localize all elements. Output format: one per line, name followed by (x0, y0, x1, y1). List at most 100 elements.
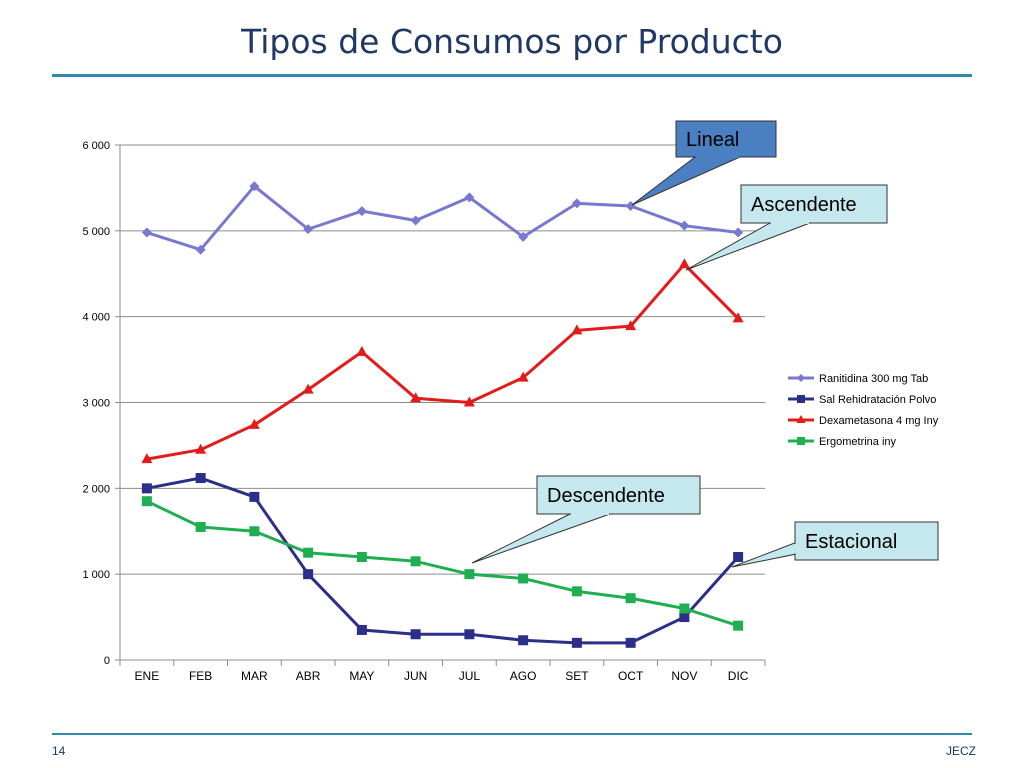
callout-label: Estacional (805, 531, 897, 553)
data-point-square (679, 612, 690, 623)
y-tick-label: 6 000 (82, 140, 110, 152)
data-point-square (303, 547, 314, 558)
data-point-square (679, 603, 690, 614)
series-lines (141, 181, 744, 648)
data-point-square (625, 637, 636, 648)
data-point-diamond (679, 220, 690, 231)
data-point-square (141, 496, 152, 507)
data-point-square (464, 569, 475, 580)
data-point-square (141, 483, 152, 494)
x-tick-label: FEB (189, 669, 212, 683)
y-tick-label: 4 000 (82, 312, 110, 324)
series-line (146, 262, 740, 461)
data-point-square (356, 552, 367, 562)
footer-divider (52, 733, 972, 735)
legend-label: Dexametasona 4 mg Iny (819, 415, 939, 427)
x-tick-label: AGO (510, 669, 537, 683)
data-point-triangle (356, 345, 368, 356)
x-tick-label: JUL (459, 669, 481, 683)
data-point-diamond (195, 244, 206, 255)
data-point-diamond (797, 374, 805, 382)
y-tick-label: 5 000 (82, 226, 110, 238)
data-point-diamond (410, 215, 421, 226)
data-point-diamond (141, 227, 152, 238)
data-point-square (303, 569, 314, 580)
data-point-square (571, 586, 582, 597)
callout-box (794, 521, 939, 561)
callout-box (675, 120, 777, 158)
data-point-triangle (141, 453, 153, 464)
legend-label: Sal Rehidratación Polvo (819, 394, 936, 406)
data-point-triangle (571, 324, 583, 335)
callout-pointer (471, 513, 611, 564)
data-point-triangle (625, 320, 637, 331)
y-tick-label: 2 000 (82, 483, 110, 495)
x-tick-label: JUN (404, 669, 427, 683)
callout-pointer (685, 222, 811, 271)
data-point-diamond (249, 181, 260, 192)
x-tick-label: MAY (349, 669, 374, 683)
data-point-square (195, 521, 206, 532)
data-point-square (410, 556, 421, 567)
data-point-triangle (796, 415, 806, 423)
callout-label: Ascendente (751, 194, 857, 216)
data-point-square (797, 395, 805, 403)
data-point-diamond (571, 198, 582, 209)
data-point-diamond (356, 206, 367, 217)
title-divider (52, 74, 972, 77)
data-point-triangle (463, 396, 475, 407)
data-point-square (249, 491, 260, 502)
y-tick-label: 0 (104, 655, 110, 667)
callouts: Lineal Ascendente Descendente Estacional (471, 120, 939, 568)
data-point-square (410, 629, 421, 640)
data-point-diamond (625, 200, 636, 211)
data-point-square (733, 552, 744, 562)
data-point-triangle (248, 418, 260, 429)
y-tick-label: 3 000 (82, 398, 110, 410)
slide-number: 14 (52, 744, 66, 758)
data-point-square (625, 593, 636, 604)
legend-label: Ergometrina iny (819, 436, 897, 448)
x-tick-label: OCT (618, 669, 644, 683)
callout-box (740, 184, 888, 224)
data-point-square (518, 573, 529, 584)
data-point-square (571, 637, 582, 648)
slide-title: Tipos de Consumos por Producto (241, 22, 783, 61)
callout-label: Lineal (686, 129, 739, 151)
y-tick-label: 1 000 (82, 569, 110, 581)
data-point-triangle (678, 258, 690, 269)
data-point-square (797, 437, 805, 445)
data-point-square (733, 620, 744, 631)
series-line (146, 476, 740, 645)
axes: 0 1 000 2 000 3 000 4 000 5 000 6 000 ENE FEB MAR… (82, 140, 766, 683)
data-point-diamond (518, 231, 529, 242)
data-point-triangle (195, 443, 207, 454)
data-point-square (249, 526, 260, 537)
x-tick-label: MAR (241, 669, 268, 683)
series-line (146, 184, 739, 252)
data-point-square (464, 629, 475, 640)
callout-box (536, 475, 701, 515)
data-point-diamond (464, 192, 475, 203)
data-point-triangle (517, 371, 529, 382)
callout-pointer (631, 156, 741, 206)
data-point-square (518, 635, 529, 646)
x-tick-label: SET (565, 669, 589, 683)
x-tick-label: NOV (671, 669, 697, 683)
legend-label: Ranitidina 300 mg Tab (819, 373, 928, 385)
data-point-diamond (733, 227, 744, 238)
series-line (146, 499, 739, 628)
x-tick-label: DIC (728, 669, 749, 683)
data-point-square (195, 473, 206, 484)
x-tick-label: ABR (296, 669, 321, 683)
data-point-triangle (732, 312, 744, 323)
data-point-triangle (410, 392, 422, 403)
x-tick-label: ENE (135, 669, 160, 683)
data-point-diamond (303, 224, 314, 235)
footer-author: JECZ (946, 744, 976, 758)
callout-label: Descendente (547, 485, 665, 507)
data-point-triangle (302, 383, 314, 394)
legend: Ranitidina 300 mg Tab Sal Rehidratación P… (788, 373, 939, 448)
data-point-square (356, 624, 367, 635)
